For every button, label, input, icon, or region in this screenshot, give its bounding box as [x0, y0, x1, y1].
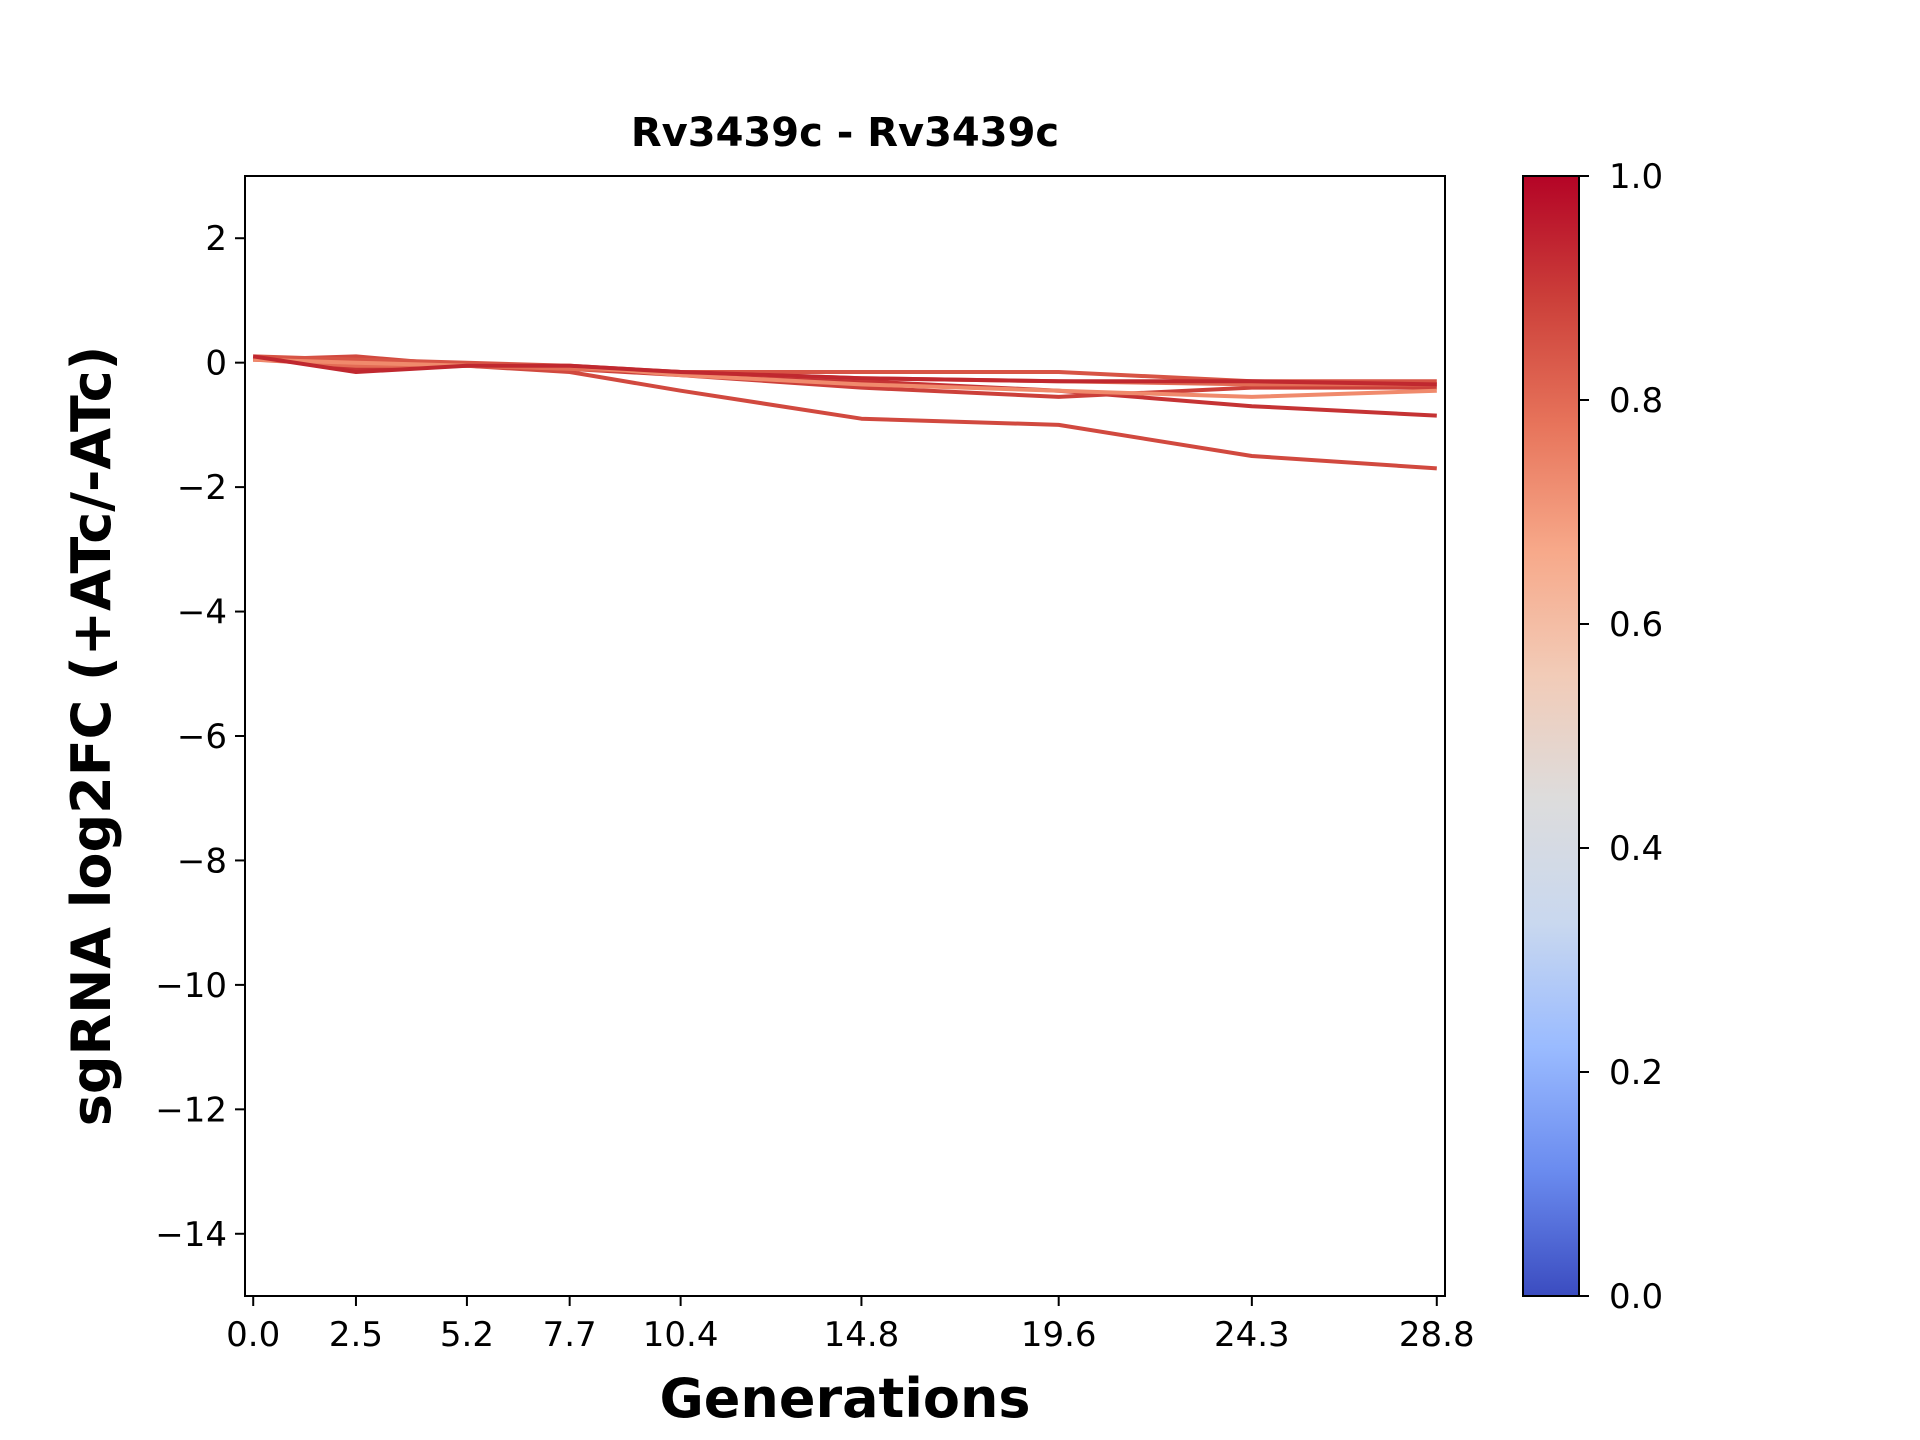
x-axis: 0.0 2.5 5.2 7.7 10.4 14.8 19.6 24.3 28.8: [226, 1296, 1475, 1355]
x-tick-label: 24.3: [1214, 1315, 1290, 1355]
x-axis-label: Generations: [659, 1367, 1030, 1430]
colorbar-tick-label: 0.8: [1609, 381, 1663, 421]
y-tick-label: −6: [177, 717, 227, 757]
colorbar: [1522, 175, 1580, 1297]
series-line-7: [252, 354, 1437, 387]
colorbar-tick-label: 0.0: [1609, 1277, 1663, 1317]
y-axis: 2 0 −2 −4 −6 −8 −10 −12 −14: [155, 219, 245, 1255]
x-tick-label: 14.8: [824, 1315, 900, 1355]
y-axis-label: sgRNA log2FC (+ATc/-ATc): [60, 346, 123, 1127]
series-line-6: [253, 357, 1437, 399]
y-tick-label: 2: [205, 219, 227, 259]
colorbar-axis: 0.0 0.2 0.4 0.6 0.8 1.0: [1579, 157, 1663, 1317]
x-tick-label: 5.2: [440, 1315, 494, 1355]
x-tick-label: 28.8: [1399, 1315, 1475, 1355]
y-tick-label: −10: [155, 966, 227, 1006]
plot-frame: [244, 175, 1446, 1297]
y-tick-label: −14: [155, 1215, 227, 1255]
chart-title: Rv3439c - Rv3439c: [631, 110, 1059, 156]
x-tick-label: 7.7: [543, 1315, 597, 1355]
y-tick-label: −12: [155, 1090, 227, 1130]
x-tick-label: 0.0: [226, 1315, 280, 1355]
colorbar-tick-label: 1.0: [1609, 157, 1663, 197]
series-layer: [252, 354, 1437, 471]
y-tick-label: 0: [205, 344, 227, 384]
x-tick-label: 10.4: [643, 1315, 719, 1355]
colorbar-tick-label: 0.2: [1609, 1053, 1663, 1093]
y-tick-label: −2: [177, 468, 227, 508]
colorbar-tick-label: 0.6: [1609, 605, 1663, 645]
x-tick-label: 19.6: [1021, 1315, 1097, 1355]
x-tick-label: 2.5: [329, 1315, 383, 1355]
y-tick-label: −8: [177, 841, 227, 881]
y-tick-label: −4: [177, 593, 227, 633]
colorbar-tick-label: 0.4: [1609, 829, 1663, 869]
